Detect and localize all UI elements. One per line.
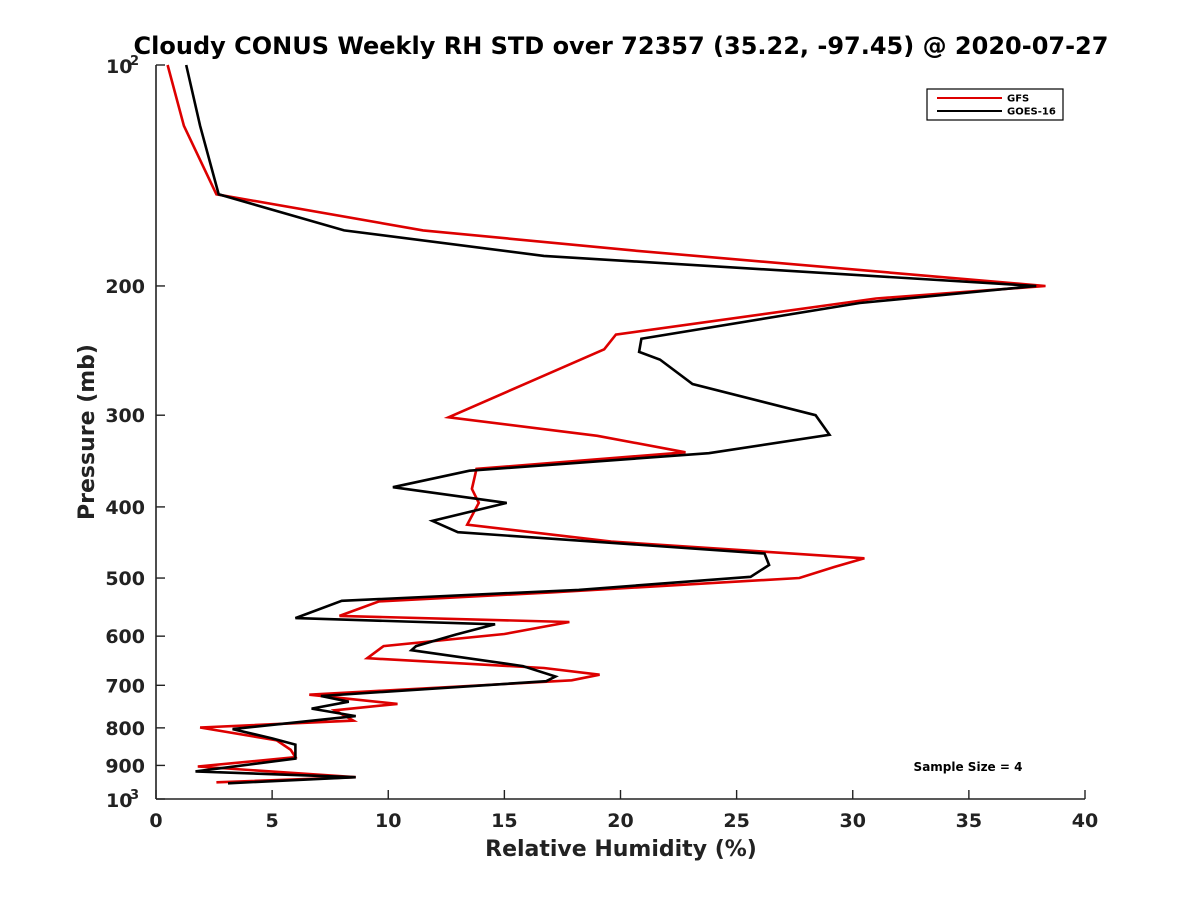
plot-area: [156, 65, 1085, 799]
x-axis-label: Relative Humidity (%): [485, 837, 757, 862]
x-tick-label: 0: [149, 810, 162, 832]
y-tick-label-exponent: 3: [130, 788, 139, 803]
y-tick-label: 10: [106, 790, 132, 812]
x-tick-label: 35: [956, 810, 982, 832]
series-line-goes16: [184, 64, 1037, 785]
x-tick-label: 5: [266, 810, 279, 832]
y-tick-label-exponent: 2: [130, 54, 139, 69]
y-tick-label: 300: [105, 405, 145, 427]
y-axis-label: Pressure (mb): [75, 344, 100, 520]
x-tick-label: 15: [491, 810, 517, 832]
series-layer: [166, 64, 1046, 785]
y-tick-label: 400: [105, 497, 145, 519]
x-tick-label: 25: [723, 810, 749, 832]
legend: GFS GOES-16: [926, 88, 1064, 121]
legend-label-goes16: GOES-16: [1007, 107, 1056, 118]
sample-size-annotation: Sample Size = 4: [914, 760, 1023, 774]
y-tick-label: 800: [105, 718, 145, 740]
y-tick-label: 10: [106, 56, 132, 78]
x-tick-label: 30: [840, 810, 866, 832]
legend-label-gfs: GFS: [1007, 94, 1029, 105]
x-axis-ticks: 0 5 10 15 20 25 30 35 40: [149, 790, 1098, 832]
y-tick-label: 200: [105, 276, 145, 298]
legend-box: [926, 88, 1064, 121]
y-tick-label: 500: [105, 568, 145, 590]
chart-title: Cloudy CONUS Weekly RH STD over 72357 (3…: [134, 32, 1109, 60]
x-tick-label: 40: [1072, 810, 1098, 832]
y-tick-label: 700: [105, 675, 145, 697]
x-tick-label: 20: [607, 810, 633, 832]
x-tick-label: 10: [375, 810, 401, 832]
y-tick-label: 600: [105, 626, 145, 648]
y-tick-label: 900: [105, 755, 145, 777]
